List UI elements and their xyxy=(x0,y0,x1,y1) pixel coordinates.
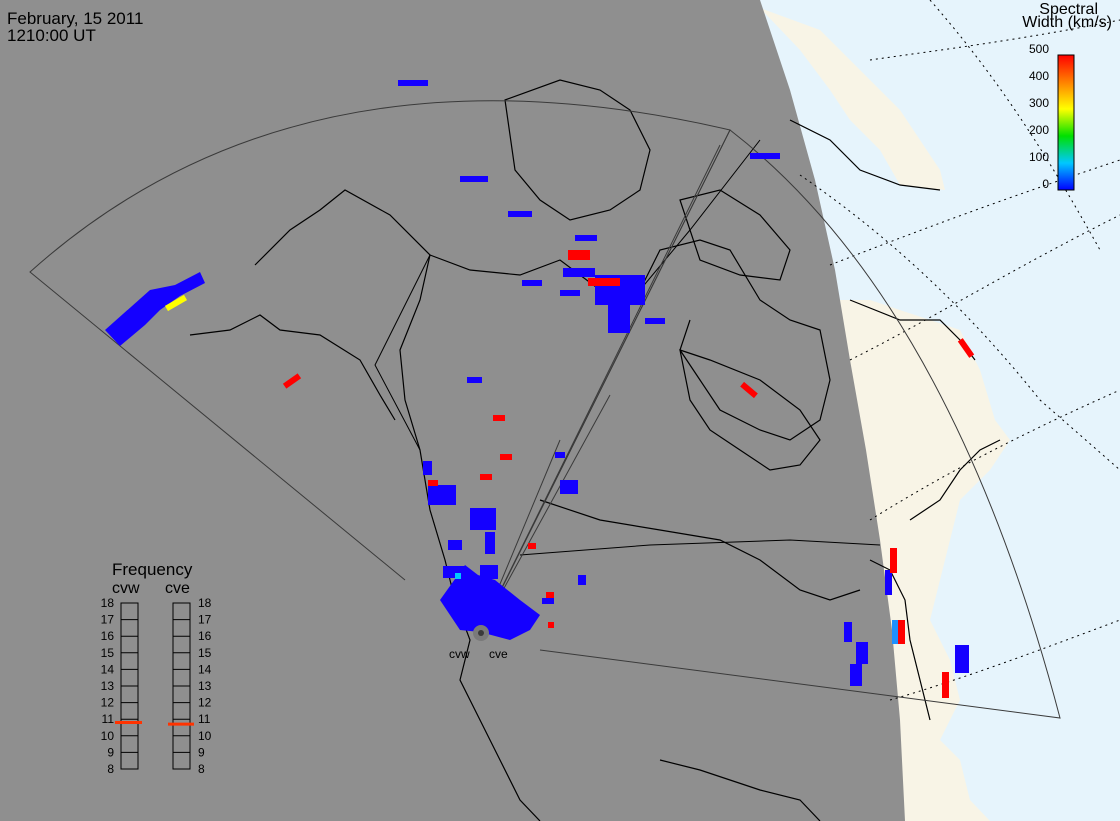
colorbar-tick-label: 300 xyxy=(1029,96,1049,110)
frequency-title: Frequency xyxy=(112,560,193,579)
frequency-tick-left: 12 xyxy=(101,696,115,710)
colorbar-title-line2: Width (km/s) xyxy=(1022,14,1112,31)
frequency-tick-right: 8 xyxy=(198,762,205,776)
coastlines xyxy=(189,79,1001,821)
frequency-tick-left: 15 xyxy=(101,646,115,660)
frequency-tick-left: 11 xyxy=(102,712,115,726)
radar-site-icon xyxy=(473,625,489,641)
boundary-lines xyxy=(374,139,881,556)
frequency-tick-left: 14 xyxy=(101,662,115,676)
colorbar-tick-label: 100 xyxy=(1029,150,1049,164)
frequency-tick-right: 15 xyxy=(198,646,212,660)
night-region xyxy=(0,0,905,821)
frequency-tick-left: 13 xyxy=(101,679,115,693)
day-land xyxy=(760,8,1010,821)
frequency-tick-right: 12 xyxy=(198,696,212,710)
frequency-tick-left: 8 xyxy=(107,762,114,776)
frequency-tick-right: 13 xyxy=(198,679,212,693)
frequency-tick-left: 18 xyxy=(101,596,115,610)
colorbar-tick-label: 500 xyxy=(1029,42,1049,56)
radar-label-west: cvw xyxy=(449,647,470,661)
frequency-tick-left: 10 xyxy=(101,729,115,743)
frequency-tick-right: 14 xyxy=(198,662,212,676)
colorbar-tick-label: 200 xyxy=(1029,123,1049,137)
time-label: 1210:00 UT xyxy=(7,26,96,45)
grid-lines xyxy=(799,0,1120,701)
frequency-panel: Frequency cvw cve 18 18 17 17 16 16 15 15 14 14 13… xyxy=(101,560,212,776)
frequency-tick-right: 10 xyxy=(198,729,212,743)
colorbar: Spectral Width (km/s) 500 400 300 200 100 0 xyxy=(1022,1,1112,191)
colorbar-scale xyxy=(1057,54,1075,191)
colorbar-tick-label: 0 xyxy=(1042,177,1049,191)
frequency-tick-right: 18 xyxy=(198,596,212,610)
date-label: February, 15 2011 xyxy=(7,9,143,28)
colorbar-title-line1: Spectral xyxy=(1039,1,1098,18)
frequency-west-label: cvw xyxy=(112,580,140,597)
scatter-red xyxy=(282,250,975,698)
frequency-tick-right: 11 xyxy=(198,712,211,726)
frequency-tick-right: 17 xyxy=(198,613,212,627)
colorbar-tick-label: 400 xyxy=(1029,69,1049,83)
frequency-tick-left: 9 xyxy=(107,745,114,759)
radar-label-east: cve xyxy=(489,647,508,661)
frequency-tick-right: 9 xyxy=(198,745,205,759)
frequency-tick-left: 17 xyxy=(101,613,115,627)
frequency-east-label: cve xyxy=(165,580,190,597)
frequency-tick-left: 16 xyxy=(101,629,115,643)
scatter-other xyxy=(164,294,898,644)
frequency-tick-right: 16 xyxy=(198,629,212,643)
